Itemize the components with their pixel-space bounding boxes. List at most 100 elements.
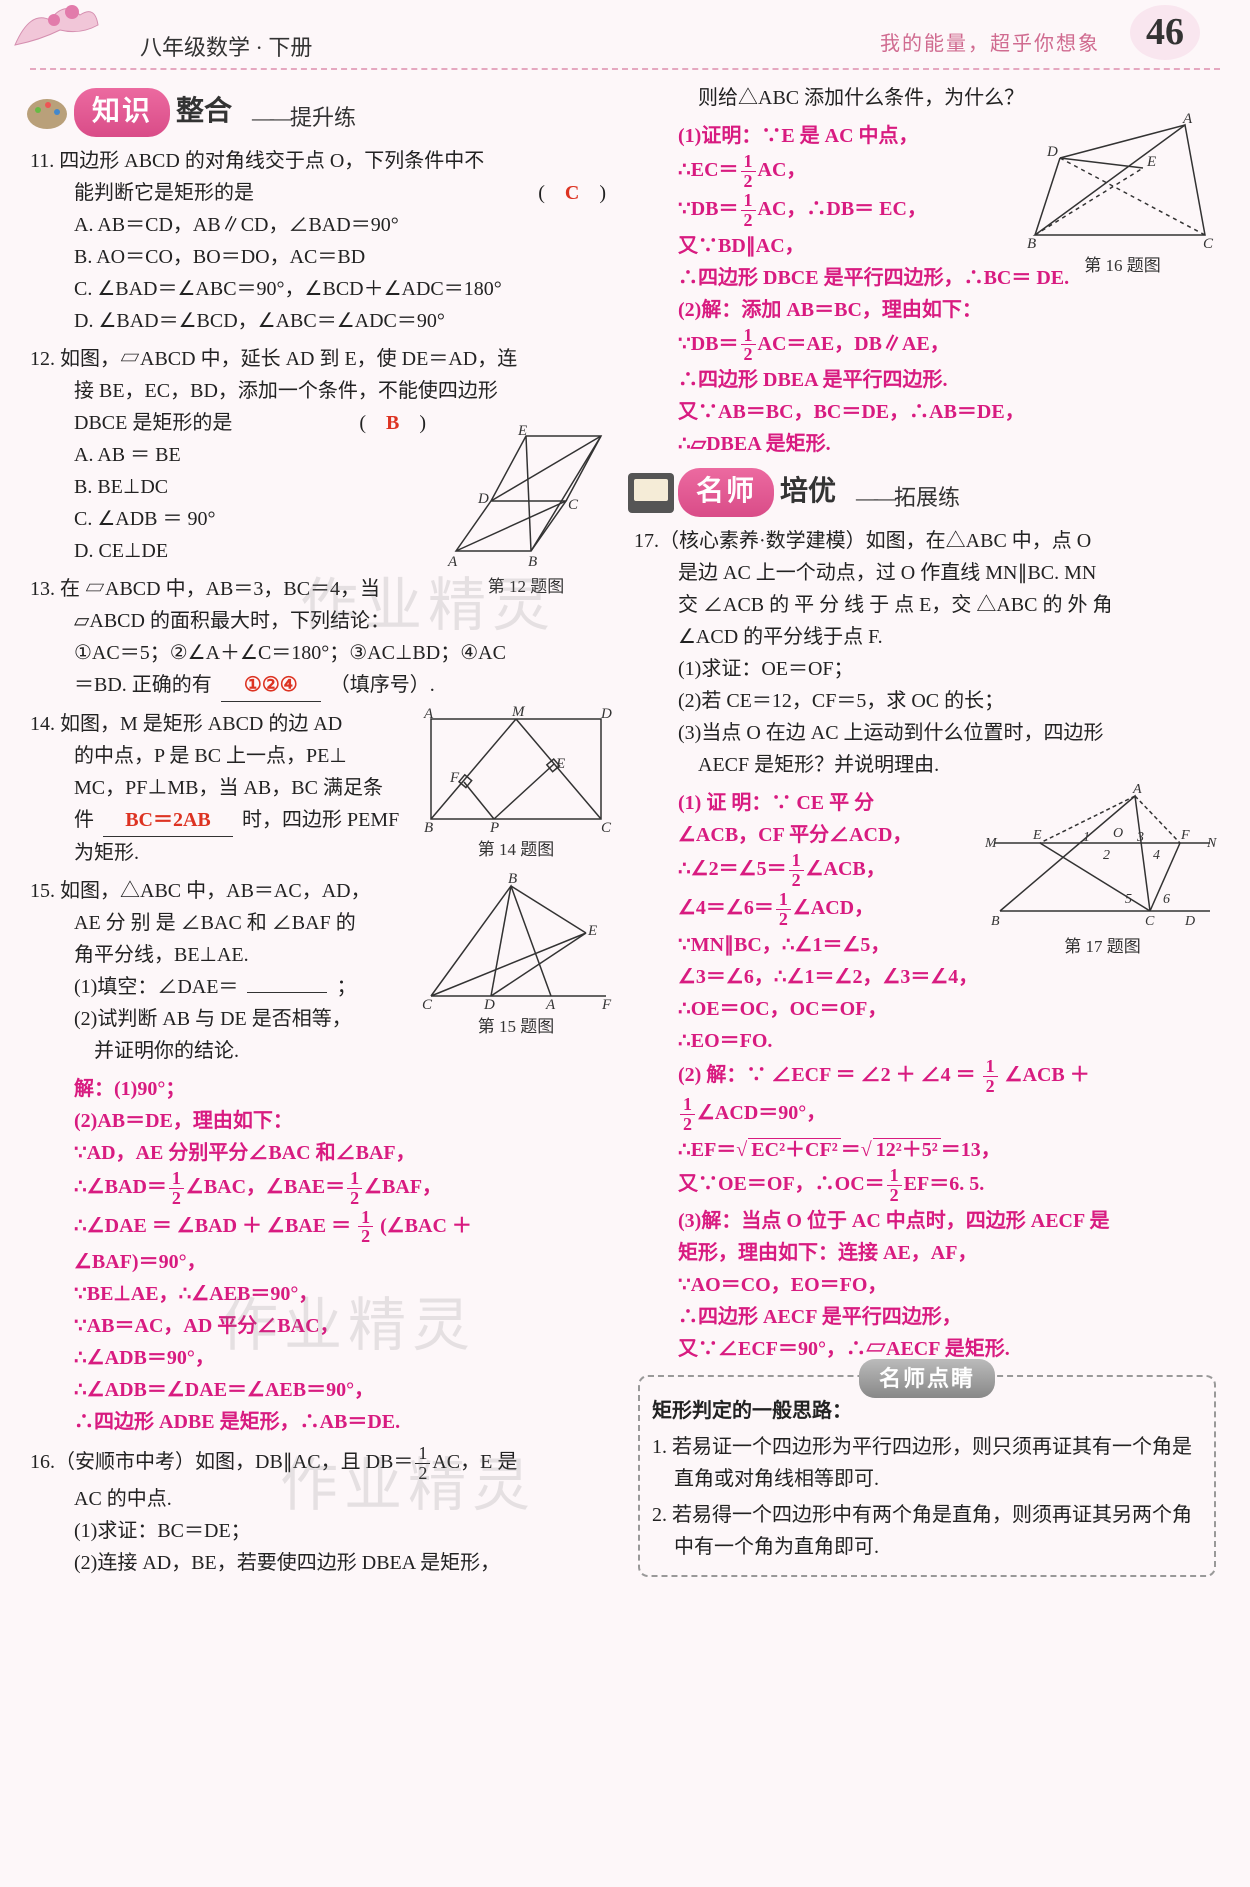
svg-text:3: 3 (1136, 830, 1144, 845)
sol-line: (3)解：当点 O 位于 AC 中点时，四边形 AECF 是 (634, 1205, 1220, 1237)
section-bubble: 名师 (678, 468, 774, 517)
palette-icon (24, 92, 70, 132)
sol-line: ∴∠ADB＝∠DAE＝∠AEB＝90°， (30, 1374, 616, 1406)
sol-line: (2)AB＝DE，理由如下： (30, 1105, 616, 1137)
answer: C (565, 182, 579, 204)
section-tail: 培优 (780, 470, 836, 515)
board-icon (628, 473, 674, 513)
stem-line: 能判断它是矩形的是 ( C ) (30, 177, 616, 209)
svg-text:M: M (985, 836, 998, 851)
figure-14: AMD BPC FE 第 14 题图 (416, 704, 616, 863)
sol-line: ∴四边形 ADBE 是矩形，∴AB＝DE. (30, 1406, 616, 1438)
sub-q: (1)求证：OE＝OF； (634, 653, 1220, 685)
tips-box: 名师点睛 矩形判定的一般思路： 1. 若易证一个四边形为平行四边形，则只须再证其… (638, 1375, 1216, 1577)
svg-text:B: B (991, 914, 1000, 929)
sol-line: 又∵BD∥AC， (634, 230, 1220, 262)
tips-title: 名师点睛 (859, 1359, 995, 1398)
figure-caption: 第 14 题图 (416, 836, 616, 863)
svg-text:A: A (423, 706, 434, 722)
svg-text:2: 2 (1103, 848, 1110, 863)
sub-q: (2)若 CE＝12，CF＝5，求 OC 的长； (634, 685, 1220, 717)
stem: 11. 四边形 ABCD 的对角线交于点 O，下列条件中不 (30, 145, 616, 177)
svg-text:C: C (1145, 914, 1155, 929)
option-c: C. ∠BAD＝∠ABC＝90°，∠BCD＋∠ADC＝180° (30, 273, 616, 305)
svg-text:F: F (601, 997, 612, 1011)
stem: 17.（核心素养·数学建模）如图，在△ABC 中，点 O (634, 525, 1220, 557)
svg-text:P: P (489, 820, 499, 834)
problem-11: 11. 四边形 ABCD 的对角线交于点 O，下列条件中不 能判断它是矩形的是 … (30, 145, 616, 337)
sol-line: ∴∠ADB＝90°， (30, 1342, 616, 1374)
sol-line: ∴四边形 AECF 是平行四边形， (634, 1301, 1220, 1333)
sol-line: ∴∠DAE ＝ ∠BAD ＋ ∠BAE ＝ 12 (∠BAC ＋ (30, 1208, 616, 1247)
sol-line: ∴四边形 DBEA 是平行四边形. (634, 364, 1220, 396)
sol-line: 解：(1)90°； (30, 1073, 616, 1105)
svg-text:A: A (1132, 782, 1142, 797)
sol-line: ∵AB＝AC，AD 平分∠BAC， (30, 1310, 616, 1342)
problem-16-cont: 则给△ABC 添加什么条件，为什么？ AD E BC 第 16 题图 (634, 82, 1220, 114)
answer: B (386, 412, 399, 434)
sol-line: 又∵OE＝OF，∴OC＝12EF＝6. 5. (634, 1166, 1220, 1205)
sol-line: ∴▱DBEA 是矩形. (634, 428, 1220, 460)
sol-line: ∴四边形 DBCE 是平行四边形，∴BC＝ DE. (634, 262, 1220, 294)
stem-line: 接 BE，EC，BD，添加一个条件，不能使四边形 (30, 375, 616, 407)
svg-text:F: F (449, 770, 460, 786)
tip-item: 2. 若易得一个四边形中有两个角是直角，则须再证其另两个角中有一个角为直角即可. (652, 1499, 1202, 1563)
svg-text:6: 6 (1163, 892, 1170, 907)
problem-13: 13. 在 ▱ABCD 中，AB＝3，BC＝4，当 ▱ABCD 的面积最大时，下… (30, 573, 616, 702)
problem-14: 14. 如图，M 是矩形 ABCD 的边 AD 的中点，P 是 BC 上一点，P… (30, 708, 616, 869)
sol-line: (2) 解：∵ ∠ECF ＝ ∠2 ＋ ∠4 ＝ 12 ∠ACB ＋ (634, 1057, 1220, 1096)
sub-q: (3)当点 O 在边 AC 上运动到什么位置时，四边形 (634, 717, 1220, 749)
sol-line: ∠BAF)＝90°， (30, 1246, 616, 1278)
fill-blank (247, 992, 327, 993)
page-header: 八年级数学 · 下册 我的能量，超乎你想象 46 (30, 0, 1220, 70)
figure-17: A ME OFN BCD 13 24 56 第 17 题图 (985, 781, 1220, 960)
problem-17: 17.（核心素养·数学建模）如图，在△ABC 中，点 O 是边 AC 上一个动点… (634, 525, 1220, 781)
sol-line: ∵DB＝12AC＝AE，DB∥AE， (634, 326, 1220, 365)
tip-item: 1. 若易证一个四边形为平行四边形，则只须再证其有一个角是直角或对角线相等即可. (652, 1431, 1202, 1495)
sol-line: ∵BE⊥AE，∴∠AEB＝90°， (30, 1278, 616, 1310)
problem-15: 15. 如图，△ABC 中，AB＝AC，AD， AE 分 别 是 ∠BAC 和 … (30, 875, 616, 1067)
problem-16: 16.（安顺市中考）如图，DB∥AC，且 DB＝12AC，E 是 AC 的中点.… (30, 1444, 616, 1579)
solution-16: (1)证明：∵E 是 AC 中点， ∴EC＝12AC， ∵DB＝12AC，∴DB… (634, 120, 1220, 460)
header-tagline: 我的能量，超乎你想象 (880, 28, 1100, 60)
sol-line: ∴EO＝FO. (634, 1025, 1220, 1057)
svg-text:5: 5 (1125, 892, 1132, 907)
sol-line: (2)解：添加 AB＝BC，理由如下： (634, 294, 1220, 326)
right-column: 则给△ABC 添加什么条件，为什么？ AD E BC 第 16 题图 (634, 70, 1220, 1585)
svg-text:C: C (422, 997, 433, 1011)
svg-text:F: F (1180, 828, 1190, 843)
problem-12: 12. 如图，▱ABCD 中，延长 AD 到 E，使 DE＝AD，连 接 BE，… (30, 343, 616, 567)
stem: 16.（安顺市中考）如图，DB∥AC，且 DB＝12AC，E 是 (30, 1444, 616, 1483)
figure-caption: 第 15 题图 (416, 1013, 616, 1040)
svg-text:C: C (601, 820, 612, 834)
svg-text:E: E (555, 756, 565, 772)
figure-caption: 第 17 题图 (985, 933, 1220, 960)
sol-line: 12∠ACD＝90°， (634, 1095, 1220, 1134)
svg-text:A: A (447, 554, 458, 570)
stem-line: 交 ∠ACB 的 平 分 线 于 点 E，交 △ABC 的 外 角 (634, 589, 1220, 621)
stem-line: AC 的中点. (30, 1483, 616, 1515)
svg-text:M: M (511, 704, 526, 720)
option-a: A. AB＝CD，AB∥CD，∠BAD＝90° (30, 209, 616, 241)
svg-text:1: 1 (1083, 830, 1090, 845)
svg-text:E: E (587, 923, 597, 939)
sol-line: ∵DB＝12AC，∴DB＝ EC， (634, 191, 1220, 230)
sub-q: (1)求证：BC＝DE； (30, 1515, 616, 1547)
svg-text:E: E (1032, 828, 1042, 843)
sol-line: ∴EC＝12AC， (634, 152, 1220, 191)
book-title: 八年级数学 · 下册 (140, 30, 312, 65)
section-teacher: 名师 培优 拓展练 (628, 468, 1220, 517)
svg-text:O: O (1113, 826, 1123, 841)
section-bubble: 知识 (74, 88, 170, 137)
flower-deco-icon (10, 0, 100, 50)
answer-paren: ( C ) (538, 177, 606, 209)
section-tail: 整合 (176, 90, 232, 135)
option-b: B. AO＝CO，BO＝DO，AC＝BD (30, 241, 616, 273)
sol-line: ∵AO＝CO，EO＝FO， (634, 1269, 1220, 1301)
sol-line: (1)证明：∵E 是 AC 中点， (634, 120, 1220, 152)
sol-line: ∵AD，AE 分别平分∠BAC 和∠BAF， (30, 1137, 616, 1169)
sub-q: AECF 是矩形？并说明理由. (634, 749, 1220, 781)
solution-17: (1) 证 明：∵ CE 平 分 ∠ACB，CF 平分∠ACD， ∴∠2＝∠5＝… (634, 787, 1220, 1365)
stem-line: 是边 AC 上一个动点，过 O 作直线 MN∥BC. MN (634, 557, 1220, 589)
sol-line: 矩形，理由如下：连接 AE，AF， (634, 1237, 1220, 1269)
